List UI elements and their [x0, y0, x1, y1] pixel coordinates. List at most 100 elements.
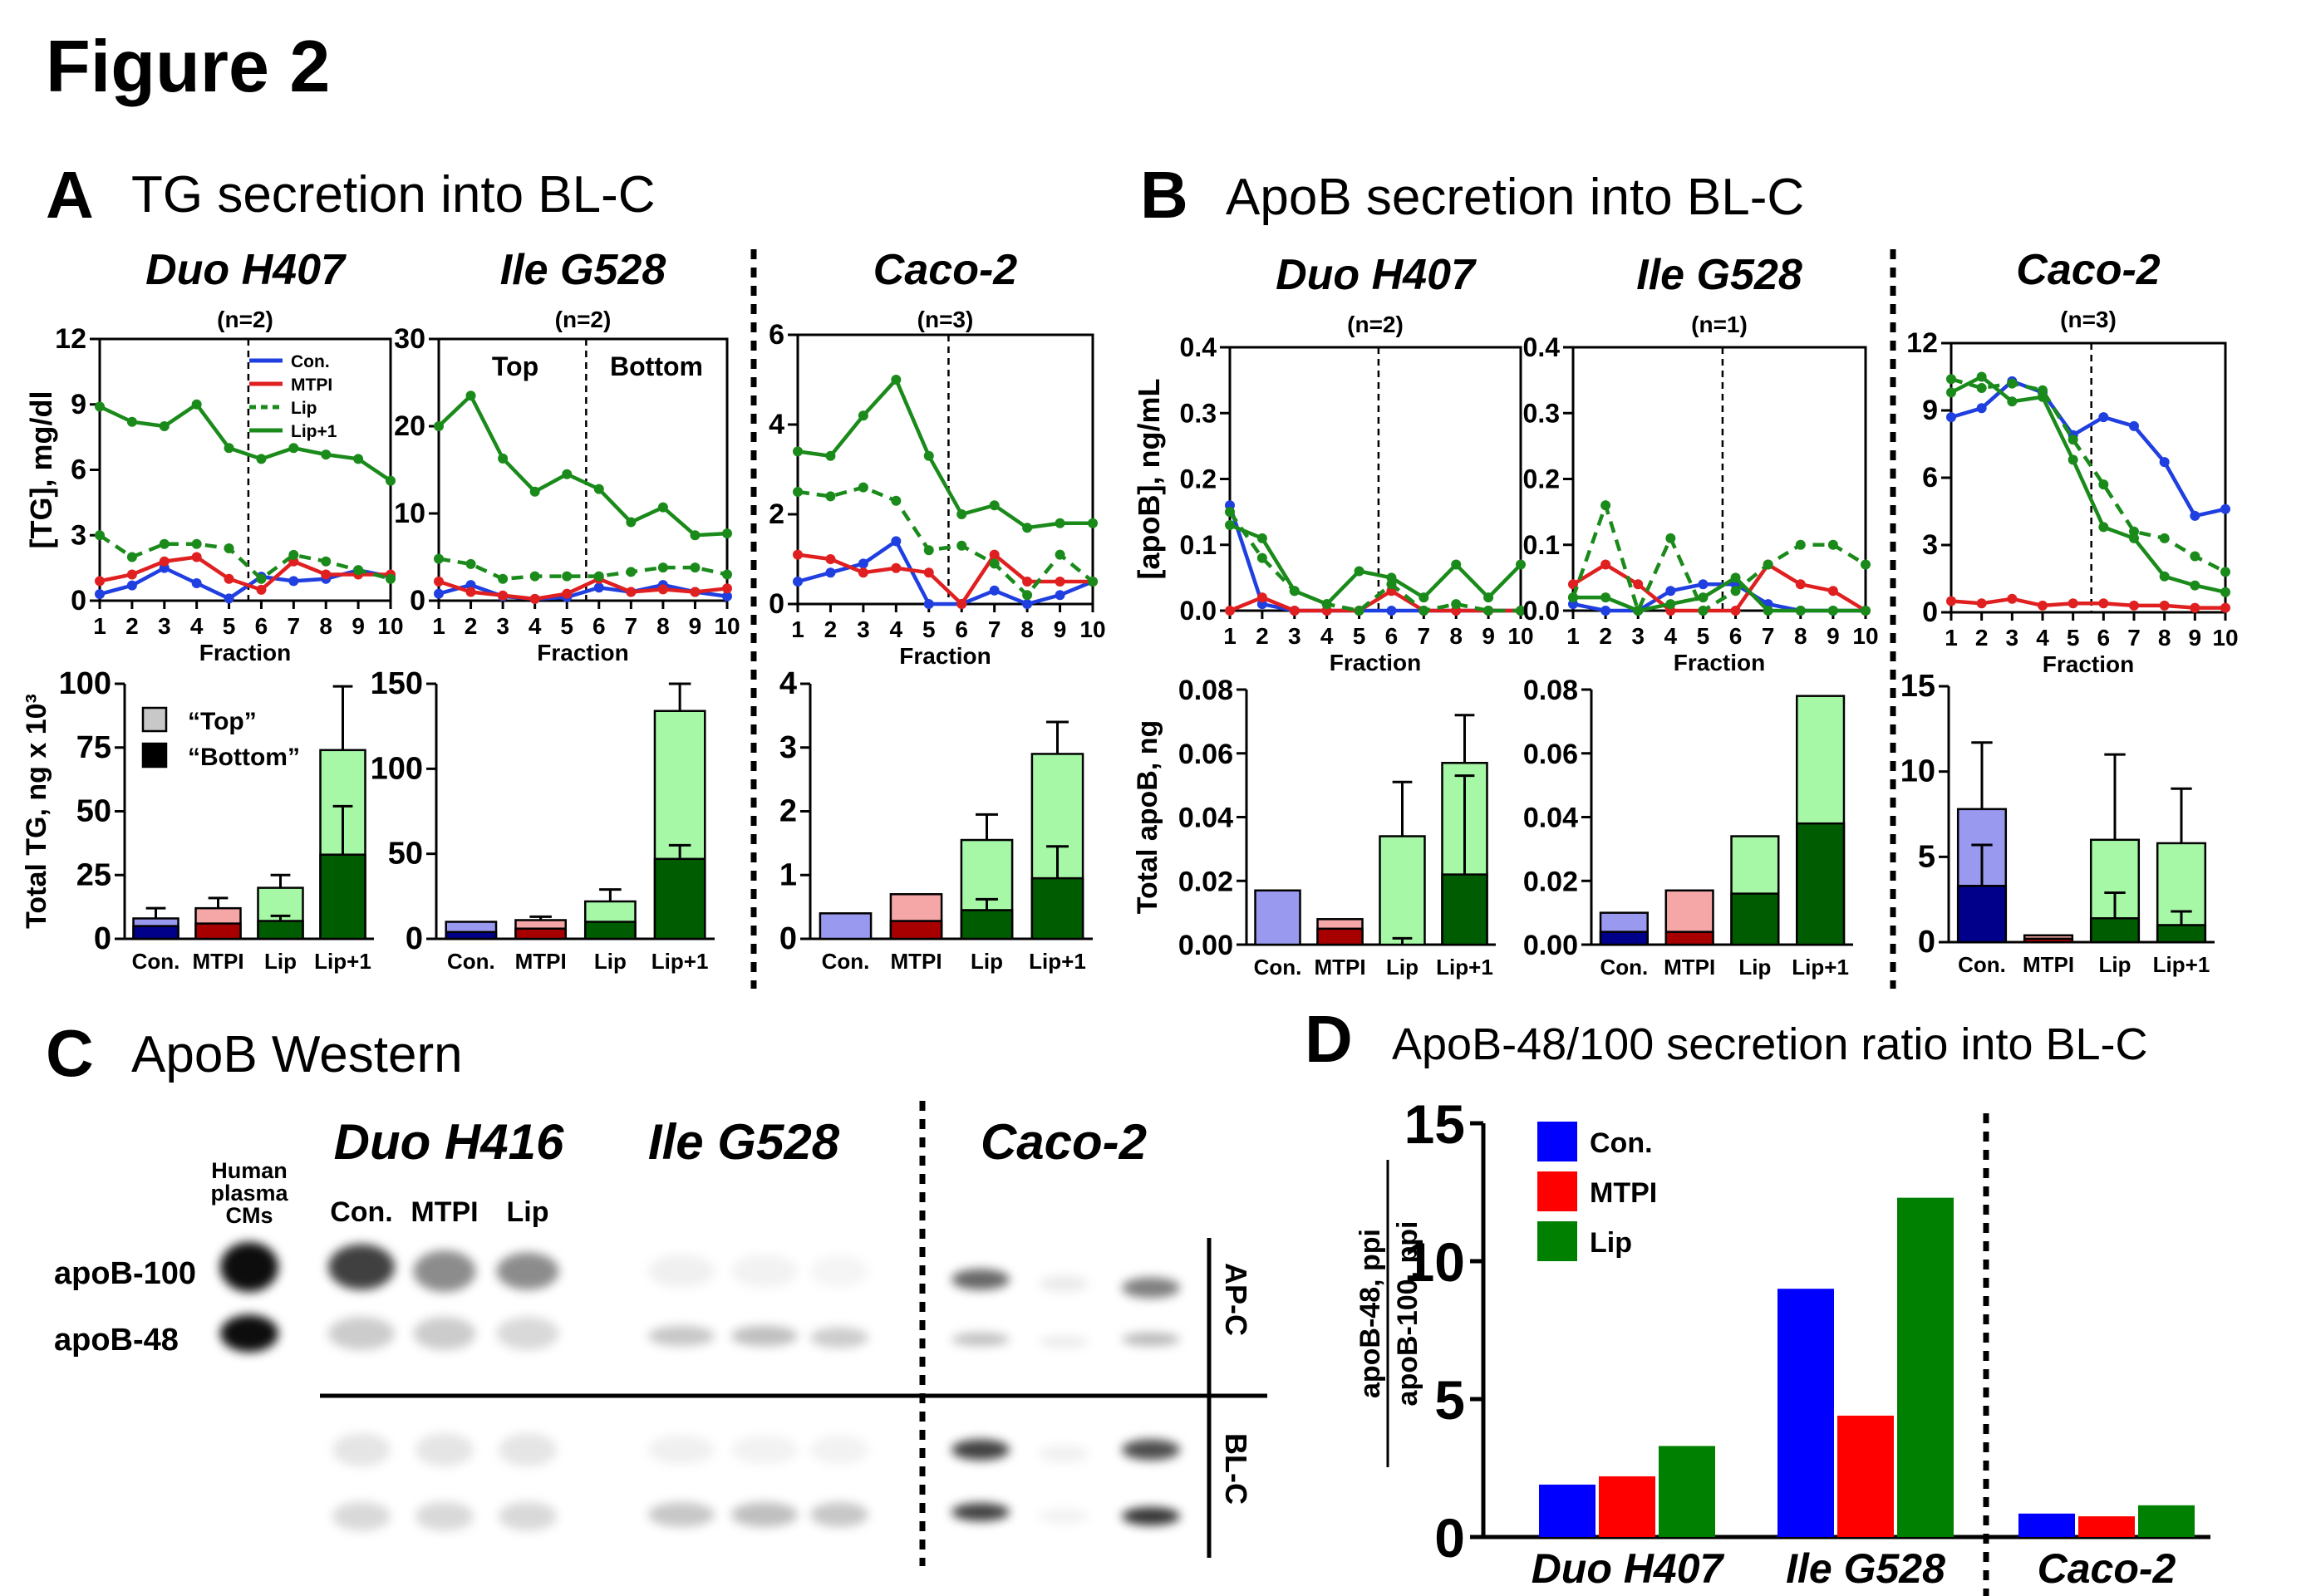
data-point [1861, 606, 1871, 616]
bar-Con.-Ile G528 [1777, 1289, 1834, 1537]
line-chart-B-top-duo: Duo H407 (n=2) 0.0 0.1 0.2 0.3 0.4 1 2 3 4 5 6 7 8 9 10 F… [1132, 251, 1534, 675]
series-line-MTPI [438, 577, 728, 602]
legend-label: “Top” [188, 708, 257, 735]
y-tick-label: 0.1 [1180, 530, 1217, 560]
legend-swatch-Lip [1537, 1221, 1577, 1261]
blot-band [810, 1435, 868, 1465]
series-line-Con. [1950, 379, 2226, 518]
data-point [2098, 412, 2109, 423]
bar-chart-B-bar-duo: 0.00 0.02 0.04 0.06 0.08 Total apoB, ng Con. MT… [1132, 675, 1496, 980]
series-line-Lip [438, 557, 728, 582]
data-point [1022, 599, 1033, 609]
bar-top-Con. [1254, 889, 1301, 946]
blot-band [1122, 1277, 1180, 1299]
data-point [498, 590, 509, 601]
data-point [434, 576, 444, 587]
category-label: MTPI [192, 949, 243, 974]
data-point [1976, 598, 1987, 609]
y-axis-label: [apoB], ng/mL [1132, 379, 1166, 580]
category-label: Lip [594, 949, 627, 974]
category-label: Lip [1738, 955, 1771, 980]
x-tick-label: 9 [352, 613, 365, 639]
plasma-label-2: plasma [210, 1181, 288, 1206]
data-point [126, 416, 137, 427]
data-point [2129, 420, 2139, 431]
x-tick-label: 2 [1599, 623, 1612, 649]
data-point [1633, 606, 1644, 616]
y-tick-label: 0.0 [1523, 596, 1560, 626]
series-line-Lip [1950, 377, 2227, 574]
data-point [690, 562, 701, 573]
data-point [1568, 592, 1578, 603]
bar-top-Con. [819, 912, 873, 940]
bar-bottom-Lip [960, 909, 1014, 940]
x-tick-label: 8 [1449, 623, 1463, 649]
category-label: Lip [1386, 955, 1419, 980]
chart-subtitle: (n=2) [1347, 312, 1404, 337]
data-point [858, 567, 868, 578]
category-label: Duo H407 [1532, 1545, 1725, 1592]
data-point [923, 599, 934, 609]
data-point [2190, 580, 2200, 591]
data-point [1256, 533, 1267, 543]
series-line-Lip+1 [797, 376, 1093, 530]
category-label: Con. [447, 949, 495, 974]
x-axis-label: Fraction [537, 640, 628, 665]
x-tick-label: 1 [93, 613, 106, 639]
category-label: Lip+1 [2153, 952, 2210, 977]
y-tick-label: 0 [779, 921, 797, 956]
data-point [2038, 391, 2048, 402]
x-tick-label: 6 [955, 616, 968, 642]
bar-chart-A-bar-ile: 0 50 100 150 Con. MTPI Lip Lip+1 [371, 666, 715, 974]
data-point [562, 588, 573, 599]
data-point [1946, 412, 1956, 423]
data-point [1976, 371, 1987, 382]
data-point [989, 500, 1000, 511]
data-point [858, 558, 868, 569]
data-point [825, 567, 836, 578]
bar-bottom-Lip+1 [1441, 873, 1488, 946]
chart-title: Duo H407 [145, 246, 347, 294]
data-point [1827, 606, 1838, 616]
category-label: MTPI [890, 949, 942, 974]
panel-b-letter: B [1140, 158, 1188, 232]
series-line-Lip [797, 485, 1094, 598]
y-tick-label: 0.0 [1180, 596, 1217, 626]
data-point [989, 585, 1000, 596]
data-point [1763, 606, 1773, 616]
x-tick-label: 2 [1975, 625, 1989, 651]
data-point [562, 571, 573, 582]
bar-bottom-MTPI [2023, 937, 2074, 944]
blot-band [496, 1252, 559, 1290]
data-point [434, 553, 444, 564]
blot-band [951, 1333, 1010, 1346]
data-point [1600, 592, 1611, 603]
series-line-Lip+1 [1950, 374, 2226, 594]
chart-title: Ile G528 [500, 246, 666, 294]
data-point [956, 599, 967, 609]
bar-bottom-MTPI [514, 927, 568, 940]
chart-subtitle: (n=3) [917, 307, 974, 332]
data-point [891, 536, 902, 547]
data-point [2190, 510, 2200, 521]
data-point [593, 571, 604, 582]
chart-title: Caco-2 [2016, 246, 2160, 294]
category-label: Ile G528 [1786, 1545, 1945, 1592]
data-point [2190, 551, 2200, 562]
y-tick-label: 0.1 [1523, 530, 1560, 560]
blot-band [1122, 1439, 1180, 1461]
y-tick-label: 0 [94, 921, 111, 956]
data-point [657, 584, 668, 595]
data-point [2190, 602, 2200, 613]
data-point [126, 569, 137, 580]
y-tick-label: 0 [406, 921, 423, 956]
data-point [191, 552, 202, 562]
data-point [956, 509, 967, 519]
category-label: Lip [264, 949, 297, 974]
y-tick-label: 10 [1900, 754, 1935, 789]
bar-bottom-Con. [132, 925, 179, 940]
x-tick-label: 2 [824, 616, 838, 642]
category-label: Caco-2 [2038, 1545, 2176, 1592]
data-point [529, 486, 540, 497]
y-tick-label: 0.04 [1523, 803, 1578, 834]
